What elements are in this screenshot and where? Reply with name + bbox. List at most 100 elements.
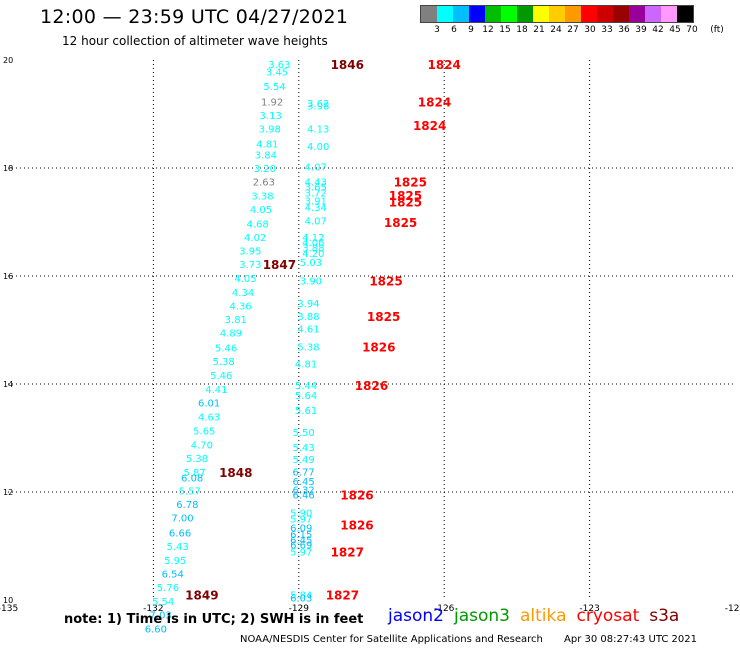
wave-height-point: 1.92: [261, 98, 283, 109]
wave-height-point: 5.43: [167, 542, 189, 553]
wave-height-point: 6.08: [181, 473, 203, 484]
wave-height-point: 4.34: [232, 288, 254, 299]
wave-height-point: 3.98: [259, 125, 281, 136]
wave-height-point: 4.70: [191, 440, 213, 451]
y-tick-label: 16: [3, 272, 13, 281]
pass-time-label: 1824: [418, 96, 451, 110]
wave-height-point: 4.81: [295, 359, 317, 370]
legend-swatch: [629, 6, 645, 22]
wave-height-point: 3.94: [297, 299, 319, 310]
wave-height-point: 4.61: [297, 324, 319, 335]
wave-height-point: 5.54: [152, 597, 174, 608]
mission-jason3: jason3: [454, 606, 510, 626]
wave-height-point: 4.07: [305, 162, 327, 173]
x-tick-label: -135: [0, 604, 18, 614]
legend-label: 36: [618, 25, 630, 35]
legend-swatch: [453, 6, 469, 22]
wave-height-point: 7.00: [171, 513, 193, 524]
legend-label: 39: [635, 25, 647, 35]
wave-height-point: 6.01: [198, 398, 220, 409]
mission-s3a: s3a: [649, 606, 680, 626]
pass-time-label: 1847: [263, 258, 296, 272]
legend-swatch: [533, 6, 549, 22]
wave-height-point: 5.03: [300, 258, 322, 269]
legend-swatch: [581, 6, 597, 22]
y-tick-label: 10: [3, 596, 13, 605]
wave-height-point: 2.63: [253, 178, 275, 189]
pass-time-label: 1826: [340, 518, 373, 532]
legend-swatch: [517, 6, 533, 22]
wave-height-point: 7.03: [150, 611, 172, 622]
timestamp-text: Apr 30 08:27:43 UTC 2021: [564, 634, 697, 645]
wave-height-point: 5.54: [263, 82, 285, 93]
wave-height-point: 3.65: [305, 182, 327, 193]
wave-height-point: 5.49: [293, 455, 315, 466]
wave-height-point: 5.46: [215, 343, 237, 354]
wave-height-point: 3.95: [239, 247, 261, 258]
footer: NOAA/NESDIS Center for Satellite Applica…: [240, 634, 697, 645]
legend-label: 18: [516, 25, 528, 35]
wave-height-point: 5.61: [295, 406, 317, 417]
wave-height-point: 6.66: [169, 529, 191, 540]
wave-height-point: 3.45: [266, 67, 288, 78]
wave-height-labels: 3.633.455.541.923.133.984.813.843.202.63…: [145, 60, 330, 636]
wave-height-point: 4.00: [307, 142, 329, 153]
legend-label: 21: [533, 25, 545, 35]
wave-height-point: 5.90: [290, 509, 312, 520]
wave-height-point: 3.88: [297, 312, 319, 323]
wave-height-point: 3.20: [254, 164, 276, 175]
wave-height-point: 5.38: [186, 454, 208, 465]
legend-label: 42: [652, 25, 664, 35]
pass-time-label: 1825: [367, 310, 400, 324]
legend-swatch: [437, 6, 453, 22]
pass-time-labels: 1846 182418241824182518251825182518471825…: [185, 58, 461, 603]
pass-time-label: 1827: [326, 589, 359, 603]
pass-time-label: 1848: [219, 466, 252, 480]
y-tick-label: 18: [3, 164, 13, 173]
legend-color-bar: [420, 5, 694, 23]
wave-height-point: 3.98: [307, 101, 329, 112]
legend-label: 45: [669, 25, 681, 35]
legend-swatch: [661, 6, 677, 22]
pass-time-label: 1825: [389, 189, 422, 203]
wave-height-point: 4.34: [305, 203, 327, 214]
pass-time-label: 1849: [185, 589, 218, 603]
pass-time-label: 1825: [394, 176, 427, 190]
wave-height-point: 6.77: [293, 467, 315, 478]
mission-legend: jason2 jason3 altika cryosat s3a: [388, 606, 689, 626]
pass-time-label: 1824: [413, 119, 446, 133]
wave-height-point: 4.89: [220, 329, 242, 340]
pass-time-label: 1826: [362, 341, 395, 355]
x-tick-label: -126: [434, 604, 455, 614]
legend-label: 30: [584, 25, 596, 35]
wave-height-point: 5.44: [295, 381, 317, 392]
legend-swatch: [549, 6, 565, 22]
wave-height-point: 4.05: [234, 274, 256, 285]
wave-height-point: 6.78: [176, 500, 198, 511]
wave-height-point: 5.97: [290, 514, 312, 525]
wave-height-point: 4.05: [250, 205, 272, 216]
wave-height-point: 6.15: [290, 530, 312, 541]
wave-height-point: 6.54: [162, 570, 184, 581]
legend-label: 6: [451, 25, 457, 35]
x-tick-label: -123: [579, 604, 599, 614]
legend-label: 9: [468, 25, 474, 35]
wave-height-point: 5.43: [293, 443, 315, 454]
wave-height-point: 6.32: [293, 485, 315, 496]
wave-height-point: 4.06: [302, 238, 324, 249]
legend-label: 12: [482, 25, 494, 35]
wave-height-point: 3.91: [305, 196, 327, 207]
legend-swatch: [421, 6, 437, 22]
wave-height-point: 4.13: [307, 125, 329, 136]
wave-height-point: 4.43: [305, 178, 327, 189]
wave-height-point: 6.09: [290, 524, 312, 535]
wave-height-point: 3.81: [225, 315, 247, 326]
legend-swatch: [597, 6, 613, 22]
wave-height-point: 5.57: [179, 486, 201, 497]
wave-height-point: 4.81: [256, 140, 278, 151]
wave-height-point: 5.87: [183, 468, 205, 479]
pass-time-label: 1826: [340, 489, 373, 503]
legend-label: 15: [499, 25, 511, 35]
wave-height-point: 3.84: [255, 151, 277, 162]
